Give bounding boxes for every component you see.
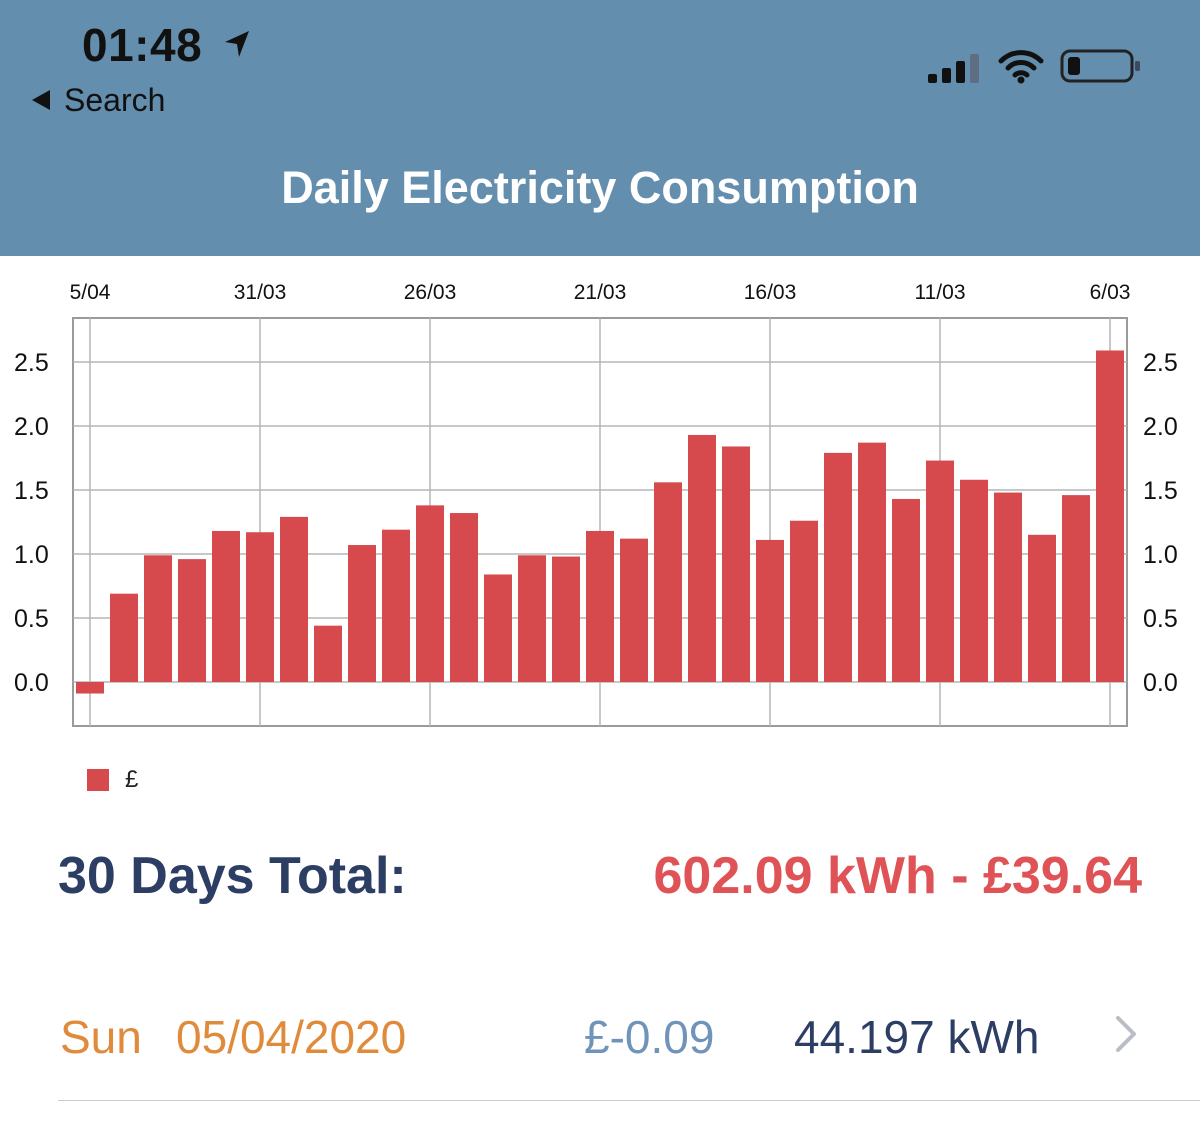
bar xyxy=(756,539,784,682)
bar xyxy=(110,593,138,682)
consumption-chart: 0.0 0.0 0.5 0.5 1.0 1.0 1.5 1.5 2.0 2.0 2.5 2.5 5/04… xyxy=(0,256,1200,756)
page-title: Daily Electricity Consumption xyxy=(281,162,919,213)
day-cost: £-0.09 xyxy=(584,1011,715,1063)
bar xyxy=(620,538,648,682)
bar xyxy=(178,559,206,682)
y-tick-label-left: 1.5 xyxy=(14,477,49,505)
bar xyxy=(790,520,818,682)
bar xyxy=(824,452,852,682)
bar xyxy=(586,530,614,682)
app-header: 01:48 Search Daily Electricity Consumpti… xyxy=(0,0,1200,256)
back-triangle-icon xyxy=(32,90,50,110)
x-tick-label: 21/03 xyxy=(574,281,627,304)
row-divider xyxy=(58,1100,1200,1101)
bar xyxy=(654,482,682,682)
bar xyxy=(994,492,1022,682)
legend-label: £ xyxy=(125,766,139,793)
status-time: 01:48 xyxy=(82,19,203,71)
bar xyxy=(858,442,886,682)
bar xyxy=(722,446,750,682)
y-tick-label-right: 0.5 xyxy=(1143,605,1178,633)
bar xyxy=(518,555,546,682)
bar xyxy=(1096,350,1124,682)
bar xyxy=(1028,534,1056,682)
back-button[interactable]: Search xyxy=(30,80,165,120)
bar xyxy=(382,529,410,682)
x-tick-label: 5/04 xyxy=(70,281,111,304)
y-tick-label-left: 2.0 xyxy=(14,413,49,441)
bar xyxy=(314,625,342,682)
x-tick-label: 11/03 xyxy=(915,281,966,304)
bar xyxy=(76,682,104,694)
total-value: 602.09 kWh - £39.64 xyxy=(653,847,1142,905)
y-tick-label-left: 0.0 xyxy=(14,669,49,697)
bar xyxy=(926,460,954,682)
legend-swatch xyxy=(87,769,109,791)
bar xyxy=(960,479,988,682)
x-tick-label: 16/03 xyxy=(744,281,797,304)
y-tick-label-right: 0.0 xyxy=(1143,669,1178,697)
x-tick-label: 31/03 xyxy=(234,281,287,304)
y-tick-label-right: 2.0 xyxy=(1143,413,1178,441)
bar xyxy=(450,513,478,682)
day-kwh: 44.197 kWh xyxy=(794,1011,1040,1063)
y-tick-label-left: 0.5 xyxy=(14,605,49,633)
bar xyxy=(484,574,512,682)
y-tick-label-right: 1.5 xyxy=(1143,477,1178,505)
day-weekday: Sun xyxy=(60,1011,142,1063)
bar xyxy=(892,498,920,682)
bar xyxy=(1062,495,1090,682)
day-row[interactable]: Sun 05/04/2020 £-0.09 44.197 kWh xyxy=(0,990,1200,1080)
bar-chart: 0.0 0.0 0.5 0.5 1.0 1.0 1.5 1.5 2.0 2.0 2.5 2.5 5/04… xyxy=(14,281,1178,727)
bar xyxy=(246,532,274,682)
location-arrow-icon xyxy=(225,31,249,57)
bar xyxy=(144,555,172,682)
x-tick-label: 6/03 xyxy=(1090,281,1131,304)
bar xyxy=(416,505,444,682)
day-date: 05/04/2020 xyxy=(176,1011,407,1063)
chart-legend: £ xyxy=(87,766,138,794)
x-tick-label: 26/03 xyxy=(404,281,457,304)
bar xyxy=(212,530,240,682)
chevron-right-icon xyxy=(1116,1016,1136,1052)
wifi-icon xyxy=(998,50,1044,84)
bar xyxy=(688,434,716,682)
y-tick-label-right: 2.5 xyxy=(1143,349,1178,377)
bar xyxy=(280,516,308,682)
bar xyxy=(552,556,580,682)
y-tick-label-left: 1.0 xyxy=(14,541,49,569)
y-tick-label-left: 2.5 xyxy=(14,349,49,377)
back-button-label: Search xyxy=(64,81,166,118)
y-tick-label-right: 1.0 xyxy=(1143,541,1178,569)
bar xyxy=(348,545,376,682)
total-label: 30 Days Total: xyxy=(58,847,407,905)
battery-low-icon xyxy=(1060,49,1140,83)
cellular-signal-icon xyxy=(928,54,979,83)
